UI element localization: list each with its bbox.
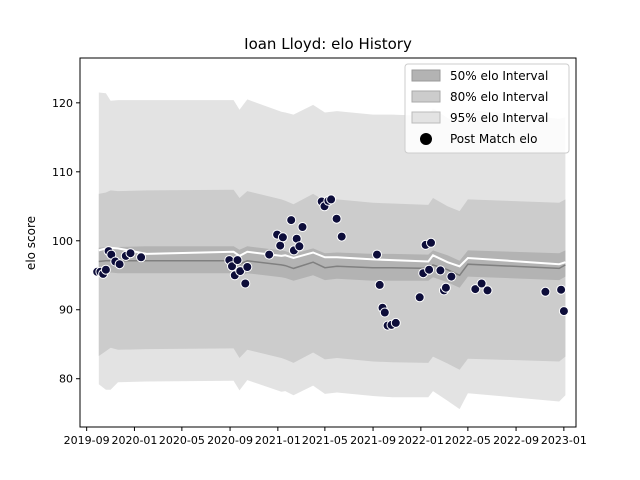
elo-point-7 [114, 259, 125, 270]
elo-point-44 [426, 237, 436, 248]
elo-point-31 [331, 213, 342, 224]
y-axis: 80 90 100 110 120 [52, 97, 80, 386]
x-tick-label-8: 2022-05 [445, 434, 491, 447]
y-tick-label-4: 120 [52, 97, 73, 110]
legend-swatch-80 [411, 90, 441, 103]
elo-point-47 [440, 282, 451, 293]
legend-label-points: Post Match elo [450, 132, 537, 146]
x-tick-label-10: 2023-01 [541, 434, 587, 447]
elo-point-21 [277, 232, 288, 243]
x-axis: 2019-09 2020-01 2020-05 2020-09 2021-01 2021-… [64, 427, 587, 447]
legend-swatch-50 [411, 69, 441, 82]
x-tick-label-7: 2022-01 [398, 434, 444, 447]
y-tick-label-0: 80 [59, 373, 73, 386]
elo-point-39 [390, 317, 401, 328]
plot-frame [79, 57, 577, 428]
band-80-interval [98, 189, 566, 370]
y-axis-label: elo score [24, 216, 38, 270]
x-tick-label-9: 2022-09 [493, 434, 539, 447]
elo-point-34 [374, 279, 385, 290]
y-tick-label-3: 110 [52, 166, 73, 179]
elo-point-10 [136, 252, 147, 263]
x-tick-label-6: 2021-09 [350, 434, 396, 447]
y-tick-label-2: 100 [52, 235, 73, 248]
legend-marker-point [420, 133, 432, 145]
legend-frame [404, 63, 570, 154]
elo-point-43 [424, 264, 435, 275]
elo-point-16 [240, 278, 251, 289]
elo-point-30 [326, 194, 337, 205]
x-tick-label-2: 2020-05 [159, 434, 205, 447]
legend: 50% elo Interval 80% elo Interval 95% el… [404, 63, 570, 154]
elo-point-40 [414, 292, 425, 303]
y-tick-label-1: 90 [59, 304, 73, 317]
legend-label-50: 50% elo Interval [450, 69, 548, 83]
elo-point-52 [540, 286, 551, 297]
elo-point-17 [242, 262, 253, 272]
elo-point-14 [232, 255, 243, 266]
elo-point-36 [379, 307, 390, 318]
elo-point-12 [227, 261, 237, 272]
x-tick-label-3: 2020-09 [207, 434, 253, 447]
legend-swatch-95 [411, 111, 441, 124]
elo-point-48 [446, 271, 457, 282]
elo-point-32 [336, 231, 347, 242]
elo-point-20 [275, 240, 286, 251]
x-tick-label-5: 2021-05 [302, 434, 348, 447]
elo-point-50 [476, 278, 487, 289]
elo-point-3 [100, 264, 111, 275]
x-tick-label-1: 2020-01 [111, 434, 157, 447]
x-tick-label-0: 2019-09 [64, 434, 110, 447]
plot-area [92, 92, 569, 410]
elo-point-22 [286, 215, 297, 226]
elo-point-33 [372, 249, 382, 260]
elo-point-49 [470, 284, 481, 295]
elo-point-54 [558, 306, 569, 317]
legend-label-95: 95% elo Interval [450, 111, 548, 125]
x-tick-label-4: 2021-01 [255, 434, 301, 447]
elo-point-26 [297, 222, 308, 232]
elo-point-18 [264, 249, 275, 260]
chart-title: Ioan Lloyd: elo History [244, 35, 412, 53]
elo-point-9 [125, 248, 136, 259]
elo-point-53 [556, 284, 567, 295]
legend-label-80: 80% elo Interval [450, 90, 548, 104]
elo-point-51 [482, 285, 493, 296]
elo-point-45 [435, 265, 446, 276]
elo-point-25 [294, 241, 305, 252]
mean-line [98, 246, 566, 268]
median-line [98, 260, 566, 277]
